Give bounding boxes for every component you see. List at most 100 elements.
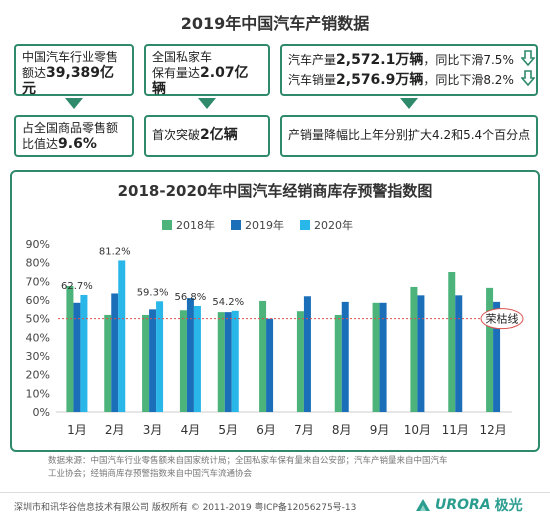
footnote-line2: 工业协会；经销商库存预警指数来自中国汽车流通协会	[48, 469, 253, 479]
bar	[448, 272, 456, 412]
brand-cn: 极光	[494, 498, 523, 514]
bar	[186, 298, 194, 412]
bar	[455, 295, 463, 412]
bar	[303, 296, 311, 412]
data-label: 56.8%	[175, 292, 207, 303]
x-tick-label: 2月	[105, 423, 125, 437]
bar	[80, 294, 88, 412]
y-tick-label: 70%	[26, 275, 50, 288]
x-tick-label: 10月	[404, 423, 431, 437]
data-label: 54.2%	[212, 297, 244, 308]
retail-sales-line2: 额达39,389亿元	[22, 65, 115, 97]
bar	[410, 286, 418, 412]
x-tick-label: 6月	[256, 423, 276, 437]
retail-sales-line1: 中国汽车行业零售	[22, 50, 119, 64]
private-car-milestone-box: 首次突破2亿辆	[144, 115, 270, 157]
y-tick-label: 30%	[26, 350, 50, 363]
data-label: 62.7%	[61, 281, 93, 292]
legend-item-2018: 2018年	[162, 217, 215, 233]
brand-latin: URORA	[435, 497, 491, 513]
x-tick-label: 12月	[479, 423, 506, 437]
bar-chart: 0% 10% 20% 30% 40% 50% 60% 70% 80% 90% 1月 2月 3月 4月 5月 6…	[26, 238, 524, 437]
bar	[259, 300, 267, 412]
production-value: 2,572.1万辆	[336, 52, 424, 68]
x-tick-label: 1月	[67, 423, 87, 437]
arrow-triangle-icon	[65, 98, 83, 109]
chart-title: 2018-2020年中国汽车经销商库存预警指数图	[117, 182, 433, 200]
retail-share-value: 9.6%	[58, 136, 97, 152]
bar	[118, 260, 126, 412]
bar	[334, 314, 342, 412]
bar	[486, 287, 494, 412]
bar	[156, 301, 164, 412]
y-tick-label: 20%	[26, 369, 50, 382]
bar	[142, 314, 150, 412]
data-label: 59.3%	[137, 287, 169, 298]
bar	[66, 286, 74, 412]
sales-line: 汽车销量2,576.9万辆，同比下滑8.2%	[288, 72, 514, 88]
bar	[179, 310, 187, 412]
bar	[372, 302, 380, 412]
legend-item-2019: 2019年	[231, 217, 284, 233]
bar	[417, 295, 425, 412]
data-label: 81.2%	[99, 246, 131, 257]
x-tick-label: 5月	[218, 423, 238, 437]
page-title: 2019年中国汽车产销数据	[180, 14, 370, 33]
decline-box: 产销量降幅比上年分别扩大4.2和5.4个百分点	[280, 115, 538, 157]
bar	[231, 310, 239, 412]
bar	[217, 312, 225, 412]
x-tick-label: 7月	[294, 423, 314, 437]
retail-share-line1: 占全国商品零售额	[22, 121, 119, 135]
x-tick-label: 8月	[332, 423, 352, 437]
threshold-label: 荣枯线	[486, 312, 519, 326]
private-car-line1: 全国私家车	[152, 50, 213, 64]
bar	[493, 301, 501, 412]
footer-divider	[0, 492, 550, 493]
copyright: 深圳市和讯华谷信息技术有限公司 版权所有 © 2011-2019 粤ICP备12…	[14, 503, 357, 513]
x-tick-label: 4月	[181, 423, 201, 437]
retail-sales-box: 中国汽车行业零售 额达39,389亿元	[14, 44, 134, 97]
footnote: 数据来源：中国汽车行业零售额来自国家统计局；全国私家车保有量来自公安部；汽车产销…	[48, 455, 518, 481]
bar	[341, 301, 349, 412]
private-car-line2: 保有量达2.07亿辆	[152, 65, 249, 97]
y-tick-label: 0%	[33, 406, 50, 419]
chart-panel: 2018-2020年中国汽车经销商库存预警指数图 2018年 2019年 202…	[10, 170, 540, 452]
y-tick-label: 90%	[26, 238, 50, 251]
chart-legend: 2018年 2019年 2020年	[162, 217, 353, 233]
private-car-milestone: 首次突破2亿辆	[152, 127, 238, 143]
arrow-triangle-icon	[400, 98, 418, 109]
brand-logo: URORA 极光	[415, 495, 523, 515]
x-tick-label: 3月	[143, 423, 163, 437]
bar	[111, 293, 119, 412]
arrow-triangle-icon	[198, 98, 216, 109]
private-car-value: 2.07亿辆	[152, 65, 249, 97]
production-sales-box: 汽车产量2,572.1万辆，同比下滑7.5% 汽车销量2,576.9万辆，同比下…	[280, 44, 538, 96]
threshold-badge	[480, 308, 524, 330]
retail-sales-value: 39,389亿元	[22, 65, 115, 97]
footnote-line1: 数据来源：中国汽车行业零售额来自国家统计局；全国私家车保有量来自公安部；汽车产销…	[48, 456, 448, 466]
retail-share-line2: 比值达9.6%	[22, 136, 97, 152]
y-tick-label: 10%	[26, 387, 50, 400]
down-arrow-icon	[521, 70, 535, 86]
legend-swatch	[162, 220, 172, 230]
bar	[73, 302, 81, 412]
production-line: 汽车产量2,572.1万辆，同比下滑7.5%	[288, 52, 514, 68]
y-tick-label: 40%	[26, 331, 50, 344]
bar	[104, 314, 112, 412]
decline-text: 产销量降幅比上年分别扩大4.2和5.4个百分点	[288, 128, 531, 142]
bar	[266, 318, 274, 412]
retail-share-box: 占全国商品零售额 比值达9.6%	[14, 115, 134, 157]
x-tick-label: 11月	[442, 423, 469, 437]
legend-item-2020: 2020年	[300, 217, 353, 233]
down-arrow-icon	[521, 50, 535, 66]
bar	[379, 302, 387, 412]
bar	[149, 309, 157, 412]
bar	[224, 312, 232, 412]
private-car-box: 全国私家车 保有量达2.07亿辆	[144, 44, 270, 97]
y-tick-label: 60%	[26, 294, 50, 307]
aurora-logo-icon	[416, 499, 430, 511]
legend-swatch	[231, 220, 241, 230]
bar	[296, 311, 304, 412]
y-tick-label: 80%	[26, 257, 50, 270]
sales-value: 2,576.9万辆	[336, 72, 424, 88]
